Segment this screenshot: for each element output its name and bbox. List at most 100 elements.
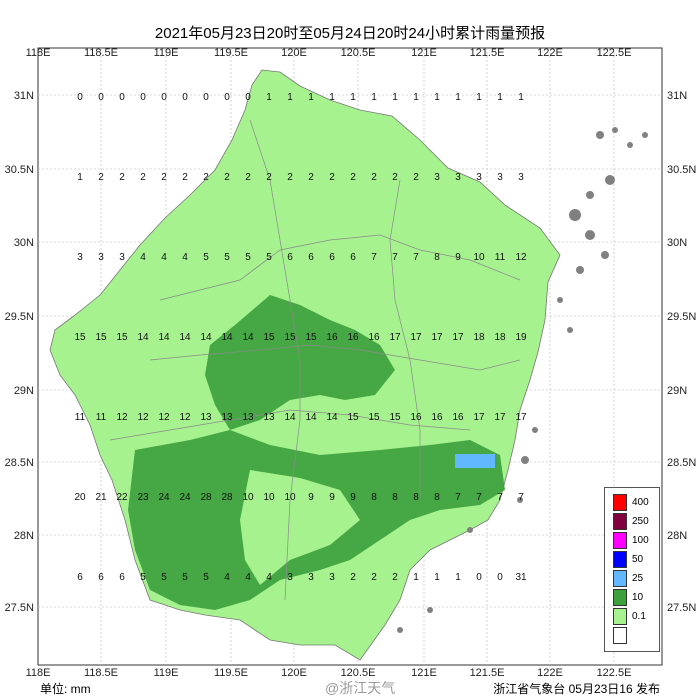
rainfall-value: 4 xyxy=(266,572,272,583)
rainfall-value: 1 xyxy=(413,92,419,103)
rainfall-value: 2 xyxy=(308,172,314,183)
rainfall-value: 15 xyxy=(74,332,86,343)
legend-label: 0.1 xyxy=(632,611,646,622)
rain-area-25-50 xyxy=(455,454,495,468)
rainfall-value: 16 xyxy=(410,412,422,423)
rainfall-value: 14 xyxy=(158,332,170,343)
legend-swatch xyxy=(613,551,627,568)
rainfall-value: 2 xyxy=(329,172,335,183)
x-tick-label: 118.5E xyxy=(84,47,118,59)
rainfall-value: 11 xyxy=(75,412,86,423)
rainfall-value: 17 xyxy=(473,412,485,423)
rainfall-value: 2 xyxy=(245,172,251,183)
page-title: 2021年05月23日20时至05月24日20时24小时累计雨量预报 xyxy=(154,25,546,42)
x-tick-label: 121E xyxy=(411,667,437,679)
rainfall-value: 21 xyxy=(95,492,107,503)
y-tick-label: 30.5N xyxy=(5,164,34,176)
y-tick-label: 31N xyxy=(14,90,34,102)
rainfall-value: 12 xyxy=(158,412,170,423)
rainfall-value: 1 xyxy=(392,92,398,103)
x-tick-label: 119E xyxy=(154,47,179,59)
rainfall-value: 3 xyxy=(287,572,293,583)
rainfall-value: 0 xyxy=(140,92,146,103)
rainfall-value: 6 xyxy=(350,252,356,263)
rainfall-value: 0 xyxy=(182,92,188,103)
y-tick-label: 29.5N xyxy=(5,311,34,323)
rainfall-value: 23 xyxy=(137,492,149,503)
rainfall-value: 2 xyxy=(392,572,398,583)
rainfall-value: 2 xyxy=(371,172,377,183)
rainfall-value: 10 xyxy=(263,492,275,503)
y-tick-label: 29N xyxy=(667,385,687,397)
rainfall-value: 11 xyxy=(96,412,107,423)
rainfall-value: 3 xyxy=(329,572,335,583)
legend-label: 100 xyxy=(632,535,649,546)
rainfall-value: 9 xyxy=(329,492,335,503)
rainfall-value: 31 xyxy=(515,572,527,583)
rainfall-value: 15 xyxy=(347,412,359,423)
rainfall-value: 1 xyxy=(77,172,83,183)
rainfall-value: 9 xyxy=(350,492,356,503)
rainfall-value: 14 xyxy=(305,412,317,423)
rainfall-value: 0 xyxy=(98,92,104,103)
rainfall-value: 8 xyxy=(371,492,377,503)
rainfall-value: 3 xyxy=(434,172,440,183)
x-tick-label: 122E xyxy=(537,47,563,59)
rainfall-value: 14 xyxy=(221,332,233,343)
rainfall-value: 0 xyxy=(161,92,167,103)
rainfall-value: 1 xyxy=(455,572,461,583)
y-tick-label: 28.5N xyxy=(667,457,696,469)
rainfall-value: 24 xyxy=(158,492,170,503)
rainfall-value: 2 xyxy=(182,172,188,183)
rainfall-value: 6 xyxy=(329,252,335,263)
rainfall-value: 5 xyxy=(266,252,272,263)
rainfall-value: 1 xyxy=(497,92,503,103)
x-tick-label: 120.5E xyxy=(341,47,376,59)
y-tick-label: 29.5N xyxy=(667,311,696,323)
rainfall-value: 1 xyxy=(329,92,335,103)
legend-swatch xyxy=(613,608,627,625)
rainfall-value: 1 xyxy=(371,92,377,103)
legend-swatch xyxy=(613,494,627,511)
x-axis-bottom-ticks: 118E 118.5E 119E 119.5E 120E 120.5E 121E 121.5E… xyxy=(26,667,632,679)
rainfall-value: 6 xyxy=(308,252,314,263)
rainfall-value: 0 xyxy=(497,572,503,583)
y-axis-right-ticks: 31N 30.5N 30N 29.5N 29N 28.5N 28N 27.5N xyxy=(667,90,696,614)
rainfall-value: 17 xyxy=(389,332,401,343)
rainfall-value: 16 xyxy=(326,332,338,343)
rainfall-value: 13 xyxy=(242,412,254,423)
legend-label: 50 xyxy=(632,554,644,565)
rainfall-value: 7 xyxy=(413,252,419,263)
x-tick-label: 119E xyxy=(154,667,179,679)
rainfall-value: 15 xyxy=(263,332,275,343)
rainfall-value: 6 xyxy=(98,572,104,583)
rainfall-value: 2 xyxy=(413,172,419,183)
x-tick-label: 118E xyxy=(26,667,51,679)
rainfall-value: 7 xyxy=(497,492,503,503)
rainfall-value: 1 xyxy=(518,92,524,103)
rainfall-value: 3 xyxy=(308,572,314,583)
rainfall-value: 17 xyxy=(515,412,527,423)
rainfall-value: 2 xyxy=(350,572,356,583)
rainfall-value: 2 xyxy=(161,172,167,183)
rainfall-value: 17 xyxy=(410,332,422,343)
rainfall-value: 28 xyxy=(200,492,212,503)
rainfall-value: 1 xyxy=(434,92,440,103)
rainfall-value: 15 xyxy=(95,332,107,343)
rainfall-value: 2 xyxy=(266,172,272,183)
rainfall-value: 4 xyxy=(245,572,251,583)
rainfall-value: 10 xyxy=(242,492,254,503)
rainfall-value: 2 xyxy=(224,172,230,183)
unit-label: 单位: mm xyxy=(40,682,91,696)
rainfall-value: 3 xyxy=(119,252,125,263)
rain-area-light-patch xyxy=(240,470,360,585)
rainfall-value: 5 xyxy=(203,252,209,263)
rainfall-value: 7 xyxy=(371,252,377,263)
rainfall-value: 4 xyxy=(182,252,188,263)
x-tick-label: 122E xyxy=(537,667,563,679)
legend-label: 250 xyxy=(632,516,649,527)
rainfall-value: 16 xyxy=(368,332,380,343)
rainfall-value: 8 xyxy=(434,252,440,263)
rainfall-value: 6 xyxy=(77,572,83,583)
